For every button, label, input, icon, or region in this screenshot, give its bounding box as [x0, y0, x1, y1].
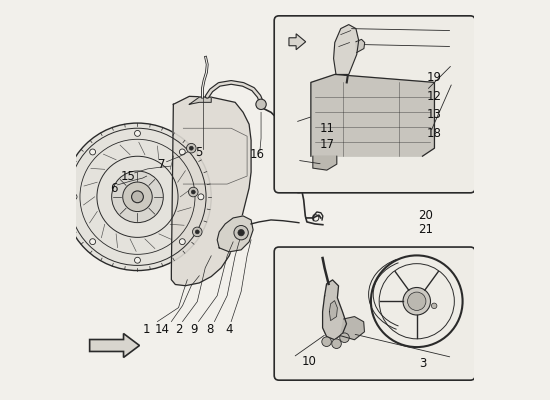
Polygon shape [189, 97, 211, 104]
Circle shape [90, 149, 96, 155]
Circle shape [340, 333, 349, 342]
FancyBboxPatch shape [274, 247, 475, 380]
Circle shape [195, 230, 199, 234]
Circle shape [234, 226, 248, 240]
Polygon shape [340, 316, 365, 340]
Text: 19: 19 [427, 71, 442, 84]
Polygon shape [217, 216, 253, 252]
Polygon shape [313, 156, 337, 170]
Circle shape [186, 143, 196, 153]
Circle shape [256, 99, 266, 110]
Circle shape [90, 239, 96, 245]
Circle shape [189, 187, 198, 197]
Text: 6: 6 [110, 182, 117, 194]
Text: 7: 7 [158, 158, 165, 171]
Ellipse shape [64, 123, 211, 270]
Text: 5: 5 [196, 146, 203, 159]
Text: 8: 8 [207, 323, 214, 336]
Text: 20: 20 [418, 209, 433, 222]
Text: 1: 1 [143, 323, 150, 336]
Polygon shape [311, 74, 434, 156]
Circle shape [131, 191, 144, 203]
Circle shape [135, 257, 140, 263]
Text: 10: 10 [301, 355, 316, 368]
Circle shape [179, 149, 185, 155]
Text: 14: 14 [155, 323, 170, 336]
Circle shape [189, 146, 193, 150]
Text: 16: 16 [250, 148, 265, 161]
Text: 17: 17 [320, 138, 335, 151]
Text: 15: 15 [121, 170, 136, 182]
Circle shape [403, 288, 431, 315]
Text: 4: 4 [226, 323, 233, 336]
Polygon shape [323, 280, 346, 340]
Text: 2: 2 [175, 323, 182, 336]
Text: 3: 3 [419, 357, 426, 370]
Polygon shape [356, 39, 365, 52]
Polygon shape [90, 334, 140, 358]
FancyBboxPatch shape [274, 16, 475, 193]
Circle shape [408, 292, 426, 310]
Text: 12: 12 [427, 90, 442, 103]
Text: 9: 9 [191, 323, 198, 336]
Polygon shape [329, 301, 337, 320]
Text: 13: 13 [427, 108, 442, 121]
Polygon shape [334, 25, 359, 74]
Circle shape [192, 227, 202, 237]
Polygon shape [172, 96, 251, 286]
Polygon shape [289, 34, 306, 50]
Circle shape [112, 171, 163, 223]
Text: 21: 21 [418, 223, 433, 236]
Circle shape [71, 194, 77, 200]
Circle shape [332, 339, 342, 348]
Circle shape [123, 182, 152, 212]
Circle shape [135, 130, 140, 136]
Circle shape [431, 303, 437, 308]
Circle shape [198, 194, 204, 200]
Text: 11: 11 [320, 122, 334, 135]
Text: 18: 18 [427, 126, 442, 140]
Circle shape [191, 190, 195, 194]
Circle shape [179, 239, 185, 245]
Circle shape [238, 230, 244, 236]
Circle shape [322, 337, 331, 346]
